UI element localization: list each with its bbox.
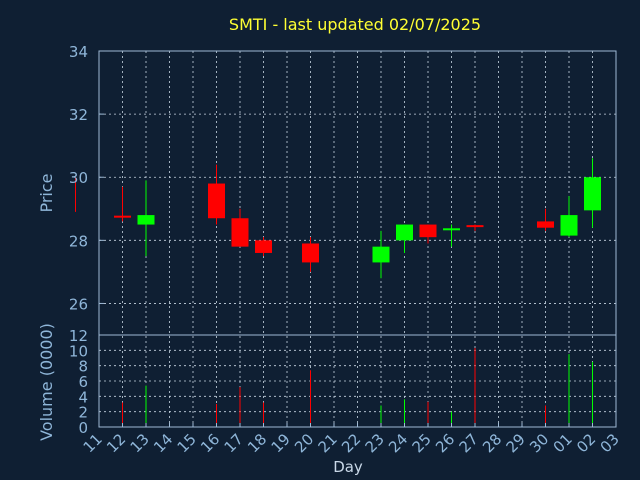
volume-tick-label: 6 bbox=[78, 373, 88, 391]
price-tick-label: 34 bbox=[69, 43, 88, 61]
price-axis-label: Price bbox=[37, 173, 56, 212]
candle-body bbox=[255, 240, 272, 253]
candle-body bbox=[396, 224, 413, 241]
candle-body bbox=[443, 228, 460, 231]
candle-body bbox=[466, 225, 484, 228]
candle-body bbox=[137, 215, 155, 225]
volume-axis-label: Volume (0000) bbox=[37, 323, 56, 441]
volume-tick-label: 0 bbox=[78, 419, 88, 437]
volume-tick-label: 4 bbox=[78, 388, 88, 406]
volume-tick-label: 8 bbox=[78, 358, 88, 376]
price-tick-label: 28 bbox=[69, 232, 88, 250]
price-tick-label: 26 bbox=[69, 295, 88, 313]
candle-body bbox=[302, 243, 319, 263]
price-tick-label: 30 bbox=[69, 169, 88, 187]
chart-title: SMTI - last updated 02/07/2025 bbox=[229, 15, 481, 34]
candle-body bbox=[584, 177, 601, 211]
candle-body bbox=[231, 218, 249, 247]
candle-body bbox=[208, 183, 225, 219]
volume-tick-label: 2 bbox=[78, 404, 88, 422]
x-axis-label: Day bbox=[333, 458, 363, 476]
candle-body bbox=[372, 246, 390, 263]
volume-tick-label: 10 bbox=[69, 342, 88, 360]
price-tick-label: 32 bbox=[69, 106, 88, 124]
candle-body bbox=[560, 215, 578, 236]
price-y-ticks: 26 28 30 32 34 bbox=[69, 43, 104, 313]
candle-body bbox=[114, 215, 131, 218]
candle-body bbox=[537, 221, 554, 228]
candle-body bbox=[419, 224, 437, 238]
candles-layer bbox=[75, 158, 601, 279]
volume-tick-label: 12 bbox=[69, 327, 88, 345]
